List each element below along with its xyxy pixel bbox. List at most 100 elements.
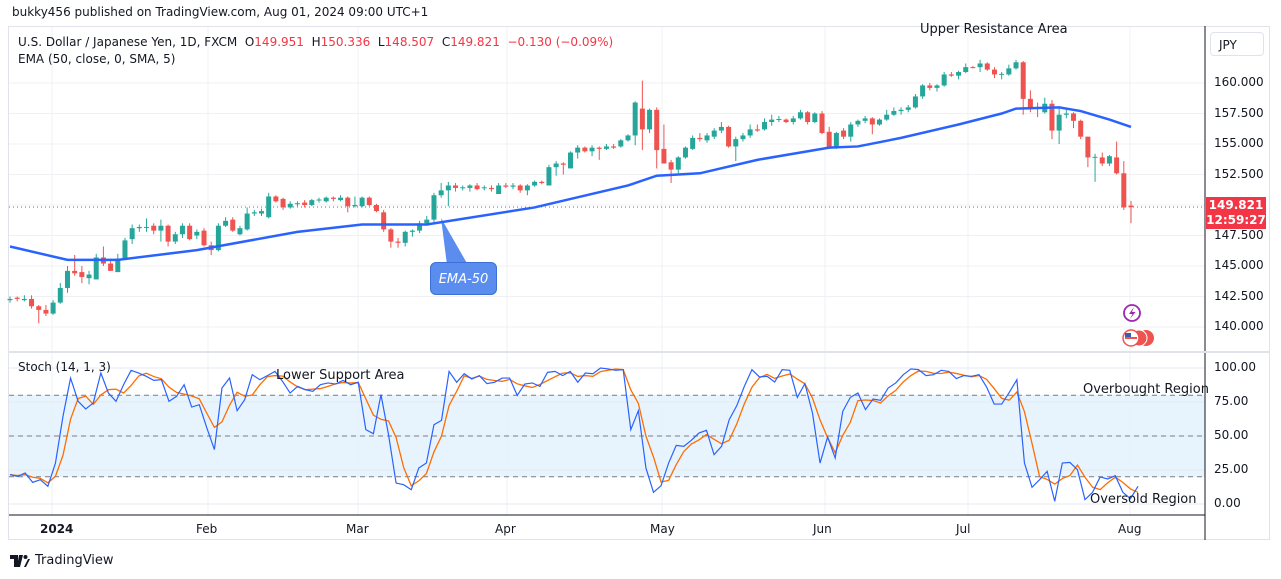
candle-body bbox=[108, 263, 114, 271]
candle-body bbox=[194, 231, 200, 236]
candle bbox=[718, 122, 724, 134]
candle bbox=[136, 224, 142, 232]
candle bbox=[625, 134, 631, 142]
candle bbox=[647, 108, 653, 134]
candle-body bbox=[855, 120, 861, 125]
candle bbox=[905, 104, 911, 113]
candle-body bbox=[21, 298, 27, 301]
currency-button[interactable]: JPY bbox=[1210, 32, 1264, 56]
candle-body bbox=[984, 63, 990, 70]
candle bbox=[697, 133, 703, 142]
candle-body bbox=[776, 118, 782, 120]
candle bbox=[948, 72, 954, 77]
candle-body bbox=[747, 129, 753, 136]
change-value: −0.130 (−0.09%) bbox=[507, 35, 614, 49]
candle-body bbox=[29, 298, 35, 307]
candle bbox=[1035, 102, 1041, 118]
candle bbox=[553, 161, 559, 176]
candle-body bbox=[797, 112, 803, 119]
candle-body bbox=[251, 212, 257, 214]
time-tick: Aug bbox=[1118, 522, 1142, 536]
open-value: 149.951 bbox=[254, 35, 304, 49]
candle-body bbox=[302, 202, 308, 205]
footer-brand[interactable]: TradingView bbox=[10, 553, 114, 568]
stoch-legend[interactable]: Stoch (14, 1, 3) bbox=[18, 360, 111, 374]
candle-body bbox=[158, 225, 164, 231]
us-flag-events-icon[interactable] bbox=[1122, 329, 1154, 347]
stoch-tick: 100.00 bbox=[1214, 360, 1256, 374]
price-tick: 152.500 bbox=[1214, 166, 1264, 181]
candle-body bbox=[711, 130, 717, 137]
candle bbox=[503, 183, 509, 188]
candle bbox=[57, 283, 63, 304]
candle-body bbox=[172, 234, 178, 242]
candle-body bbox=[474, 185, 480, 190]
candle bbox=[1092, 153, 1098, 182]
candle-body bbox=[259, 211, 265, 214]
candle-body bbox=[927, 85, 933, 88]
candle bbox=[754, 124, 760, 132]
candle-body bbox=[589, 147, 595, 152]
candle-body bbox=[79, 272, 85, 277]
candle bbox=[100, 246, 106, 266]
candle bbox=[172, 231, 178, 245]
candle bbox=[266, 192, 272, 219]
candle bbox=[201, 228, 207, 247]
candle bbox=[309, 198, 315, 207]
candle-body bbox=[431, 195, 437, 220]
candle-body bbox=[323, 197, 329, 202]
candle bbox=[783, 118, 789, 124]
candle-body bbox=[510, 185, 516, 187]
lightning-event-icon[interactable] bbox=[1123, 304, 1141, 322]
candle bbox=[122, 237, 128, 260]
candle bbox=[726, 125, 732, 148]
candle-body bbox=[819, 113, 825, 134]
candle bbox=[1085, 136, 1091, 168]
candle bbox=[862, 115, 868, 124]
candle bbox=[1056, 108, 1062, 144]
candle bbox=[704, 133, 710, 143]
candle bbox=[1128, 200, 1134, 224]
candle-body bbox=[445, 185, 451, 191]
candle-body bbox=[86, 274, 92, 279]
candle bbox=[1114, 141, 1120, 175]
candle bbox=[93, 253, 99, 280]
price-tick: 155.000 bbox=[1214, 136, 1264, 150]
tradingview-logo-icon bbox=[10, 554, 30, 567]
candle bbox=[912, 93, 918, 109]
last-price-label: 149.821 12:59:27 bbox=[1206, 197, 1266, 229]
candle-body bbox=[287, 203, 293, 208]
candle bbox=[956, 70, 962, 80]
candle-body bbox=[833, 133, 839, 148]
candle bbox=[510, 183, 516, 190]
candle-body bbox=[517, 185, 523, 191]
candle-body bbox=[920, 85, 926, 97]
candle bbox=[366, 196, 372, 207]
candle bbox=[668, 159, 674, 184]
candle bbox=[158, 219, 164, 242]
candle bbox=[682, 146, 688, 159]
price-tick: 140.000 bbox=[1214, 319, 1264, 333]
candle bbox=[797, 109, 803, 120]
candle bbox=[79, 266, 85, 284]
candle-body bbox=[956, 72, 962, 76]
candle-body bbox=[682, 147, 688, 158]
oversold-annotation: Oversold Region bbox=[1090, 492, 1197, 507]
candle bbox=[1121, 161, 1127, 210]
candle bbox=[338, 195, 344, 202]
candle-body bbox=[1078, 120, 1084, 137]
candle bbox=[251, 209, 257, 216]
candle-body bbox=[568, 152, 573, 169]
candle bbox=[812, 112, 818, 124]
candle bbox=[417, 220, 423, 234]
candle bbox=[848, 122, 854, 142]
candle bbox=[826, 126, 832, 149]
candle-body bbox=[93, 257, 99, 280]
candle bbox=[179, 223, 185, 238]
candle bbox=[453, 183, 459, 192]
candle-body bbox=[72, 270, 78, 274]
ema-legend[interactable]: EMA (50, close, 0, SMA, 5) bbox=[18, 52, 176, 66]
candle-body bbox=[280, 198, 286, 208]
candle bbox=[984, 62, 990, 71]
